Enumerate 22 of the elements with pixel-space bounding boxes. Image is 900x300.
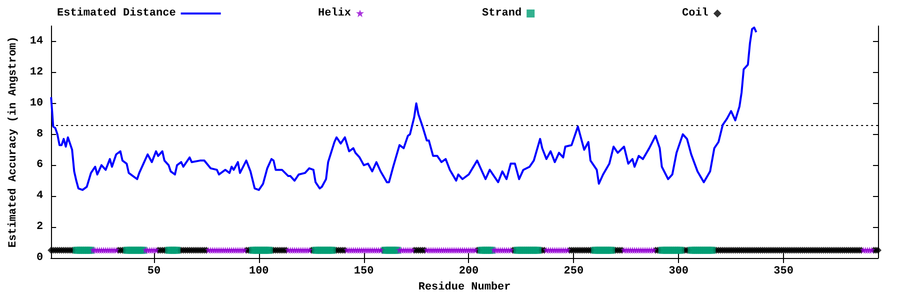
legend-label: Strand (482, 8, 522, 20)
y-axis-title: Estimated Accuracy (in Angstrom) (8, 36, 20, 248)
y-tick-label: 10 (30, 97, 44, 110)
x-tick-label: 350 (774, 266, 794, 278)
x-tick-label: 250 (564, 266, 584, 278)
x-tick-label: 200 (458, 266, 479, 278)
legend-label: Estimated Distance (56, 8, 176, 20)
line-series (50, 26, 758, 191)
y-tick-label: 2 (36, 221, 44, 234)
x-tick-label: 150 (354, 266, 374, 278)
y-tick-label: 4 (36, 190, 44, 202)
legend-label: Helix (318, 8, 352, 20)
x-tick-label: 100 (248, 266, 269, 278)
x-axis-title: Residue Number (418, 281, 511, 294)
legend-label: Coil (682, 8, 709, 20)
y-tick-label: 6 (36, 159, 44, 172)
y-tick-label: 12 (30, 66, 44, 78)
x-tick-label: 300 (668, 266, 689, 278)
y-tick-label: 0 (36, 252, 44, 264)
y-tick-label: 8 (36, 128, 44, 140)
x-tick-label: 50 (147, 266, 161, 278)
y-tick-label: 14 (30, 35, 44, 48)
